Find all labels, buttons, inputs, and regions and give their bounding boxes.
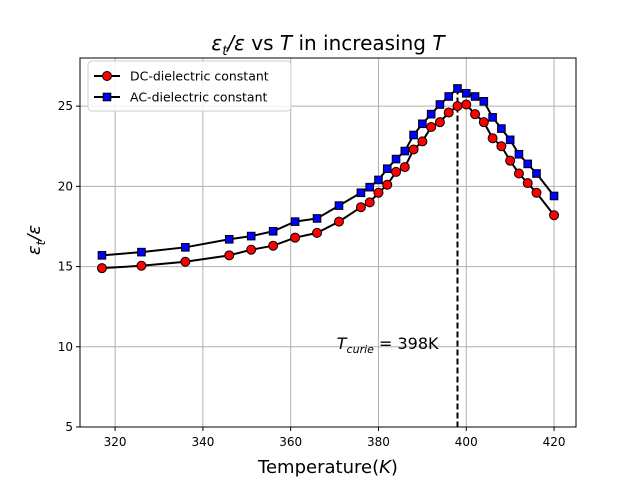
curie-annotation: Tcurie = 398K bbox=[337, 334, 439, 356]
data-point bbox=[514, 149, 524, 159]
data-point bbox=[461, 99, 472, 110]
legend-label: AC-dielectric constant bbox=[130, 90, 268, 105]
data-point bbox=[522, 178, 533, 189]
data-series bbox=[96, 84, 560, 274]
data-point bbox=[408, 144, 419, 155]
y-tick-label: 20 bbox=[58, 179, 73, 193]
y-axis-label: εt/ε bbox=[24, 225, 48, 256]
y-axis-ticks: 5 10 15 20 25 bbox=[58, 99, 80, 434]
data-point bbox=[478, 117, 489, 128]
data-point bbox=[181, 243, 190, 252]
series-ac bbox=[97, 84, 559, 260]
data-point bbox=[382, 179, 393, 190]
series-line bbox=[101, 87, 555, 257]
data-point bbox=[426, 121, 437, 132]
x-tick-label: 320 bbox=[104, 435, 127, 449]
data-point bbox=[399, 162, 410, 173]
data-point bbox=[470, 109, 481, 120]
legend-box bbox=[87, 60, 292, 112]
x-axis-label: Temperature(K) bbox=[257, 457, 398, 478]
data-point bbox=[470, 92, 480, 101]
data-point bbox=[426, 109, 436, 119]
y-tick-label: 10 bbox=[58, 340, 73, 354]
y-tick-label: 15 bbox=[58, 260, 73, 274]
data-point bbox=[549, 210, 560, 221]
data-point bbox=[365, 182, 374, 192]
legend-marker bbox=[102, 71, 112, 81]
y-tick-label: 5 bbox=[65, 420, 73, 434]
data-point bbox=[452, 101, 463, 112]
data-point bbox=[268, 226, 278, 236]
data-point bbox=[312, 227, 323, 238]
data-point bbox=[418, 119, 427, 129]
series-dc bbox=[96, 99, 560, 274]
x-tick-label: 360 bbox=[279, 435, 302, 449]
grid-lines bbox=[80, 58, 576, 428]
x-tick-label: 380 bbox=[367, 435, 390, 449]
data-point bbox=[487, 133, 498, 144]
data-point bbox=[400, 146, 410, 156]
data-point bbox=[246, 244, 257, 255]
data-point bbox=[505, 135, 515, 145]
x-axis-ticks: 320 340 360 380 400 420 bbox=[104, 427, 566, 449]
data-point bbox=[434, 117, 445, 128]
data-point bbox=[513, 168, 524, 179]
data-point bbox=[523, 159, 533, 169]
plot-frame bbox=[79, 57, 577, 428]
data-point bbox=[136, 260, 147, 271]
data-point bbox=[549, 191, 559, 201]
legend-label: DC-dielectric constant bbox=[130, 69, 269, 84]
data-point bbox=[364, 197, 375, 208]
data-point bbox=[391, 166, 402, 177]
data-point bbox=[435, 100, 445, 109]
data-point bbox=[496, 141, 507, 152]
x-tick-label: 420 bbox=[543, 435, 566, 449]
data-point bbox=[356, 188, 366, 198]
data-point bbox=[224, 234, 234, 244]
data-point bbox=[488, 113, 497, 122]
data-point bbox=[479, 97, 489, 106]
data-point bbox=[497, 124, 506, 133]
data-point bbox=[374, 175, 383, 185]
legend-marker bbox=[102, 92, 112, 102]
data-point bbox=[355, 202, 366, 213]
data-point bbox=[97, 251, 107, 260]
data-point bbox=[532, 169, 541, 178]
data-point bbox=[461, 88, 471, 98]
data-point bbox=[334, 201, 344, 210]
data-point bbox=[453, 84, 462, 93]
data-point bbox=[443, 107, 454, 118]
data-point bbox=[417, 136, 428, 147]
x-tick-label: 400 bbox=[455, 435, 478, 449]
data-point bbox=[290, 217, 300, 226]
data-point bbox=[246, 231, 256, 241]
y-tick-label: 25 bbox=[58, 99, 73, 113]
data-point bbox=[96, 263, 107, 274]
data-point bbox=[290, 232, 301, 243]
legend: DC-dielectric constant AC-dielectric cons… bbox=[87, 60, 292, 112]
chart-title: εt/ε vs T in increasing T bbox=[211, 31, 446, 59]
data-point bbox=[137, 247, 146, 257]
data-point bbox=[391, 154, 401, 164]
data-point bbox=[268, 240, 279, 251]
data-point bbox=[224, 250, 235, 261]
data-point bbox=[180, 256, 191, 267]
data-point bbox=[312, 214, 322, 223]
data-point bbox=[409, 130, 418, 140]
data-point bbox=[444, 92, 454, 101]
data-point bbox=[382, 164, 392, 173]
data-point bbox=[531, 187, 542, 198]
data-point bbox=[373, 187, 384, 198]
data-point bbox=[333, 216, 344, 227]
x-tick-label: 340 bbox=[191, 435, 214, 449]
data-point bbox=[505, 155, 516, 166]
